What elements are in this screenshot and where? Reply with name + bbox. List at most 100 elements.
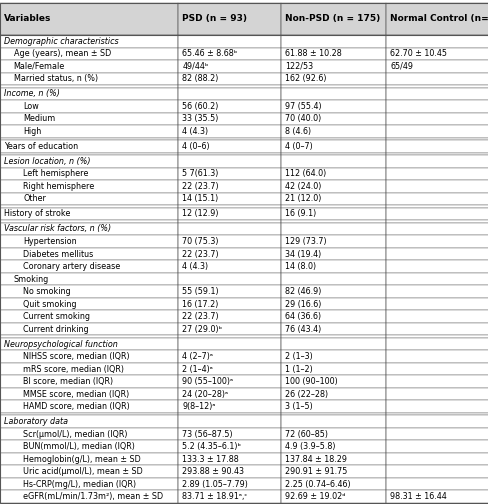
Bar [178, 415, 281, 428]
Bar [178, 310, 281, 323]
Bar [281, 223, 386, 235]
Bar [178, 193, 281, 205]
Bar [386, 323, 488, 335]
Bar [281, 490, 386, 503]
Text: 122/53: 122/53 [285, 62, 313, 71]
Text: 14 (15.1): 14 (15.1) [182, 195, 218, 204]
Text: 100 (90–100): 100 (90–100) [285, 377, 337, 386]
Text: Scr(μmol/L), median (IQR): Scr(μmol/L), median (IQR) [23, 430, 128, 438]
Bar [178, 60, 281, 73]
Bar [281, 208, 386, 220]
Text: Coronary artery disease: Coronary artery disease [23, 262, 121, 271]
Text: 2 (1–4)ᵃ: 2 (1–4)ᵃ [182, 364, 213, 373]
Text: 64 (36.6): 64 (36.6) [285, 312, 321, 321]
Bar [386, 180, 488, 193]
Bar [386, 490, 488, 503]
Text: Smoking: Smoking [14, 275, 49, 284]
Text: Married status, n (%): Married status, n (%) [14, 75, 98, 83]
Bar [281, 100, 386, 112]
Bar [178, 3, 281, 35]
Text: 112 (64.0): 112 (64.0) [285, 169, 325, 178]
Text: Laboratory data: Laboratory data [4, 417, 68, 426]
Bar [178, 490, 281, 503]
Bar [0, 338, 178, 350]
Bar [178, 400, 281, 413]
Text: Current drinking: Current drinking [23, 325, 89, 334]
Text: 4 (2–7)ᵃ: 4 (2–7)ᵃ [182, 352, 213, 361]
Text: 56 (60.2): 56 (60.2) [182, 102, 218, 111]
Bar [281, 400, 386, 413]
Bar [281, 338, 386, 350]
Bar [0, 155, 178, 168]
Text: 83.71 ± 18.91ᵃ,ᶜ: 83.71 ± 18.91ᵃ,ᶜ [182, 492, 247, 501]
Text: 49/44ᵇ: 49/44ᵇ [182, 62, 208, 71]
Bar [281, 260, 386, 273]
Text: eGFR(mL/min/1.73m²), mean ± SD: eGFR(mL/min/1.73m²), mean ± SD [23, 492, 163, 501]
Bar [178, 413, 281, 415]
Bar [386, 260, 488, 273]
Text: 2 (1–3): 2 (1–3) [285, 352, 312, 361]
Bar [0, 285, 178, 298]
Bar [281, 3, 386, 35]
Bar [281, 35, 386, 47]
Bar [178, 220, 281, 223]
Text: 1 (1–2): 1 (1–2) [285, 364, 312, 373]
Bar [281, 153, 386, 155]
Bar [281, 180, 386, 193]
Bar [178, 248, 281, 260]
Bar [386, 112, 488, 125]
Bar [178, 153, 281, 155]
Bar [386, 100, 488, 112]
Bar [386, 248, 488, 260]
Text: MMSE score, median (IQR): MMSE score, median (IQR) [23, 390, 129, 399]
Text: 72 (60–85): 72 (60–85) [285, 430, 327, 438]
Bar [386, 273, 488, 285]
Bar [178, 335, 281, 338]
Bar [386, 153, 488, 155]
Bar [386, 205, 488, 208]
Bar [281, 248, 386, 260]
Bar [386, 363, 488, 375]
Bar [178, 440, 281, 453]
Text: 76 (43.4): 76 (43.4) [285, 325, 321, 334]
Bar [0, 400, 178, 413]
Text: 3 (1–5): 3 (1–5) [285, 402, 312, 411]
Bar [0, 363, 178, 375]
Bar [281, 310, 386, 323]
Text: Demographic characteristics: Demographic characteristics [4, 37, 118, 46]
Bar [386, 193, 488, 205]
Text: History of stroke: History of stroke [4, 210, 70, 218]
Bar [386, 453, 488, 466]
Bar [0, 335, 178, 338]
Bar [386, 440, 488, 453]
Bar [281, 375, 386, 388]
Bar [0, 88, 178, 100]
Text: Hs-CRP(mg/L), median (IQR): Hs-CRP(mg/L), median (IQR) [23, 480, 136, 489]
Bar [0, 415, 178, 428]
Text: Hemoglobin(g/L), mean ± SD: Hemoglobin(g/L), mean ± SD [23, 455, 141, 464]
Bar [386, 235, 488, 248]
Text: 2.25 (0.74–6.46): 2.25 (0.74–6.46) [285, 480, 350, 489]
Bar [0, 193, 178, 205]
Bar [281, 60, 386, 73]
Bar [178, 125, 281, 138]
Bar [281, 235, 386, 248]
Bar [0, 85, 178, 88]
Text: Other: Other [23, 195, 46, 204]
Text: PSD (n = 93): PSD (n = 93) [182, 14, 247, 23]
Bar [386, 85, 488, 88]
Bar [281, 363, 386, 375]
Bar [386, 375, 488, 388]
Text: 137.84 ± 18.29: 137.84 ± 18.29 [285, 455, 346, 464]
Bar [386, 168, 488, 180]
Bar [0, 453, 178, 466]
Text: Neuropsychological function: Neuropsychological function [4, 340, 118, 349]
Text: 24 (20–28)ᵃ: 24 (20–28)ᵃ [182, 390, 228, 399]
Bar [281, 168, 386, 180]
Text: Years of education: Years of education [4, 142, 78, 151]
Text: HAMD score, median (IQR): HAMD score, median (IQR) [23, 402, 130, 411]
Bar [386, 415, 488, 428]
Text: 22 (23.7): 22 (23.7) [182, 182, 219, 191]
Text: 62.70 ± 10.45: 62.70 ± 10.45 [389, 49, 447, 58]
Bar [178, 205, 281, 208]
